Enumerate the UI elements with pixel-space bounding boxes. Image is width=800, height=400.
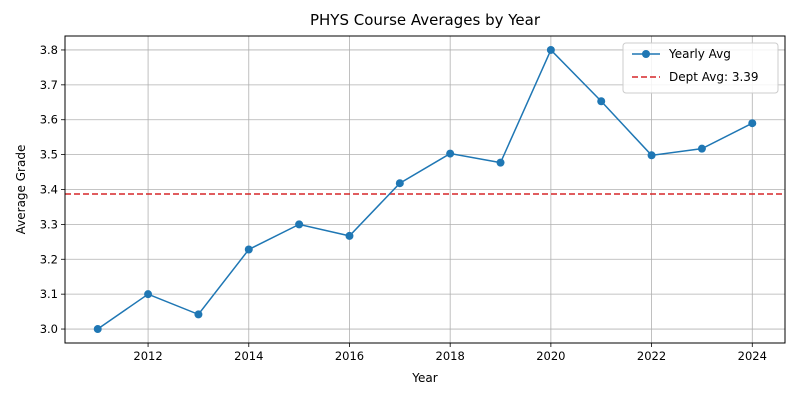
y-tick-label: 3.8 [40,43,58,57]
data-point [446,149,455,158]
y-axis-ticks: 3.0 3.1 3.2 3.3 3.4 3.5 3.6 3.7 3.8 [40,43,65,336]
x-tick-label: 2018 [436,349,465,363]
data-point [546,45,555,54]
y-tick-label: 3.6 [40,113,58,127]
x-axis-label: Year [411,371,437,385]
y-tick-label: 3.1 [40,287,58,301]
x-tick-label: 2024 [738,349,767,363]
data-point [194,310,203,319]
data-point [697,144,706,153]
data-point [395,179,404,188]
data-point [597,97,606,106]
y-tick-label: 3.2 [40,252,58,266]
data-point [144,290,153,299]
y-tick-label: 3.4 [40,183,58,197]
legend-reference-label: Dept Avg: 3.39 [669,70,759,84]
y-tick-label: 3.3 [40,217,58,231]
data-point [647,151,656,160]
legend: Yearly Avg Dept Avg: 3.39 [622,42,779,94]
chart-title: PHYS Course Averages by Year [310,11,541,29]
series-layer [93,45,757,334]
x-tick-label: 2014 [234,349,263,363]
legend-series-marker [642,50,650,58]
x-axis-ticks: 2012 2014 2016 2018 2020 2022 2024 [133,343,767,363]
y-tick-label: 3.7 [40,78,58,92]
series-line-yearly-avg [97,48,753,330]
x-tick-label: 2012 [133,349,162,363]
y-axis-label: Average Grade [14,145,28,235]
legend-series-label: Yearly Avg [668,47,731,61]
y-tick-label: 3.5 [40,148,58,162]
x-tick-label: 2020 [536,349,565,363]
data-point [748,119,757,128]
data-point [244,245,253,254]
data-point [345,231,354,240]
data-point [496,158,505,167]
legend-box [622,42,779,94]
data-point [295,220,304,229]
data-point [93,325,102,334]
x-tick-label: 2016 [335,349,364,363]
x-tick-label: 2022 [637,349,666,363]
y-tick-label: 3.0 [40,322,58,336]
